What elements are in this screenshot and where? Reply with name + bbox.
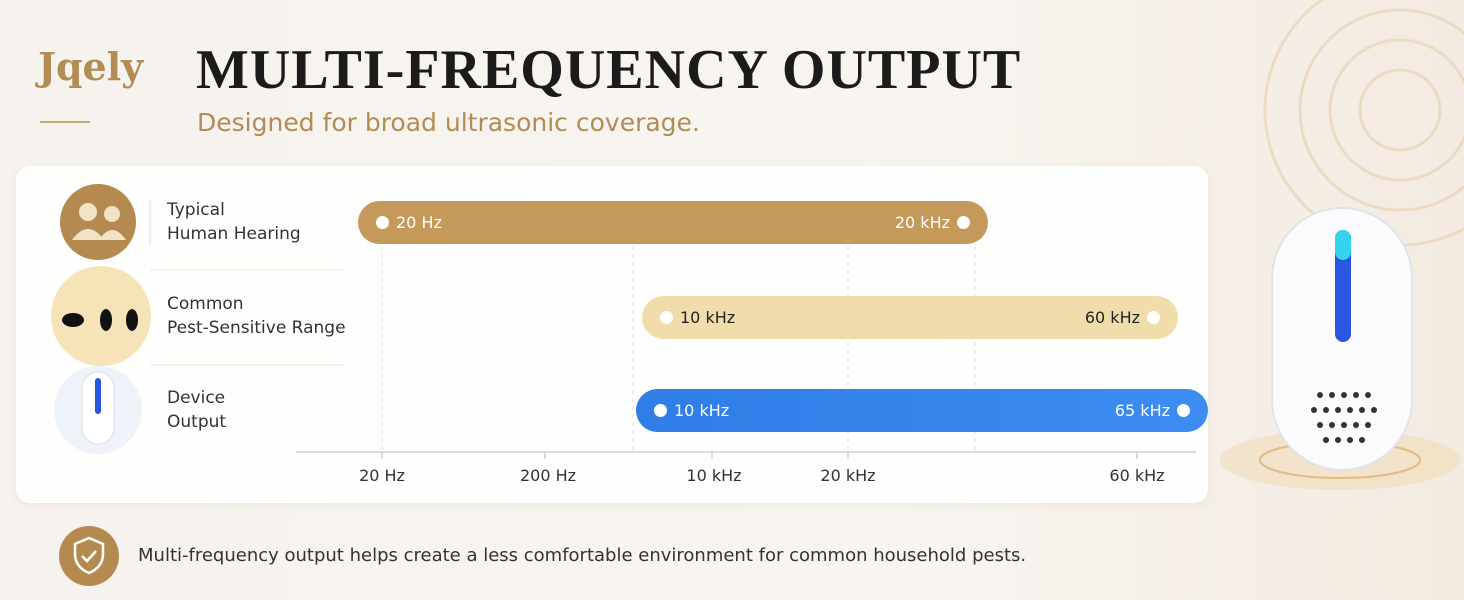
range-dot [1147,311,1160,324]
range-bar [642,296,1178,339]
pest-figures [62,309,138,331]
range-dot [1177,404,1190,417]
row-label: Typical [167,200,225,220]
range-end: 65 kHz [1114,401,1170,420]
range-dot [660,311,673,324]
row-label: Pest-Sensitive Range [167,318,346,338]
footer-note: Multi-frequency output helps create a le… [138,545,1027,566]
range-dot [957,216,970,229]
range-bar [636,389,1208,432]
device-icon-light [95,378,101,414]
row-label: Output [167,412,227,432]
tick-label: 10 kHz [686,466,742,485]
range-bar [358,201,988,244]
range-end: 20 kHz [894,213,950,232]
row-label: Device [167,388,226,408]
logo: Jqely [38,44,144,89]
shield [73,536,105,575]
logo-rule [40,121,90,123]
tick-label: 60 kHz [1109,466,1165,485]
shield-icon [59,526,119,586]
human-figures [72,203,126,240]
range-dot [376,216,389,229]
tick-label: 200 Hz [519,466,577,485]
range-dot [654,404,667,417]
range-start: 10 kHz [680,308,736,327]
tick-label: 20 kHz [820,466,876,485]
title: MULTI-FREQUENCY OUTPUT [196,39,1022,101]
waves [1263,0,1464,247]
device-grille [1311,392,1377,443]
check [81,550,97,563]
axis-ticks [381,452,1138,459]
range-start: 10 kHz [674,401,730,420]
human-icon [60,184,136,260]
row-label: Human Hearing [167,224,301,244]
row-label: Common [167,294,244,314]
range-end: 60 kHz [1084,308,1140,327]
subtitle: Designed for broad ultrasonic coverage. [197,108,700,137]
range-start: 20 Hz [396,213,442,232]
device-light-top [1335,230,1351,260]
tick-label: 20 Hz [359,466,405,485]
